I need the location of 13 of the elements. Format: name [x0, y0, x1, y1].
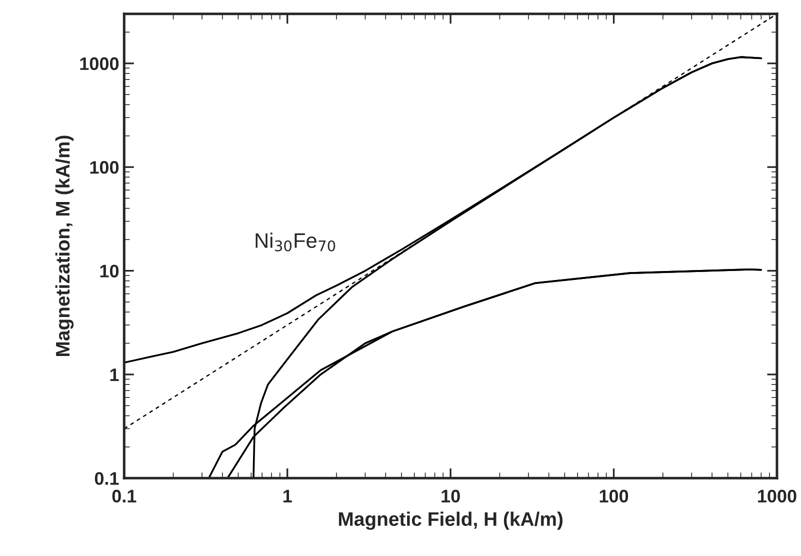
x-tick-label: 0.1: [112, 490, 136, 503]
x-tick-label: 100: [600, 490, 628, 503]
x-tick-label: 1: [283, 490, 292, 502]
x-tick-label: 1000: [758, 490, 796, 503]
y-tick-label: 10: [100, 264, 119, 278]
y-tick-label: 100: [90, 161, 119, 174]
y-axis-title: Magnetization, M (kA/m): [55, 136, 74, 356]
y-tick-label: 1000: [80, 57, 119, 70]
series-label: Ni$_{30}$Fe$_{70}$: [256, 232, 336, 252]
y-tick-label: 1: [110, 368, 119, 382]
x-axis-title: Magnetic Field, H (kA/m): [338, 512, 562, 530]
y-tick-label: 0.1: [94, 472, 119, 485]
x-tick-label: 10: [442, 490, 460, 503]
